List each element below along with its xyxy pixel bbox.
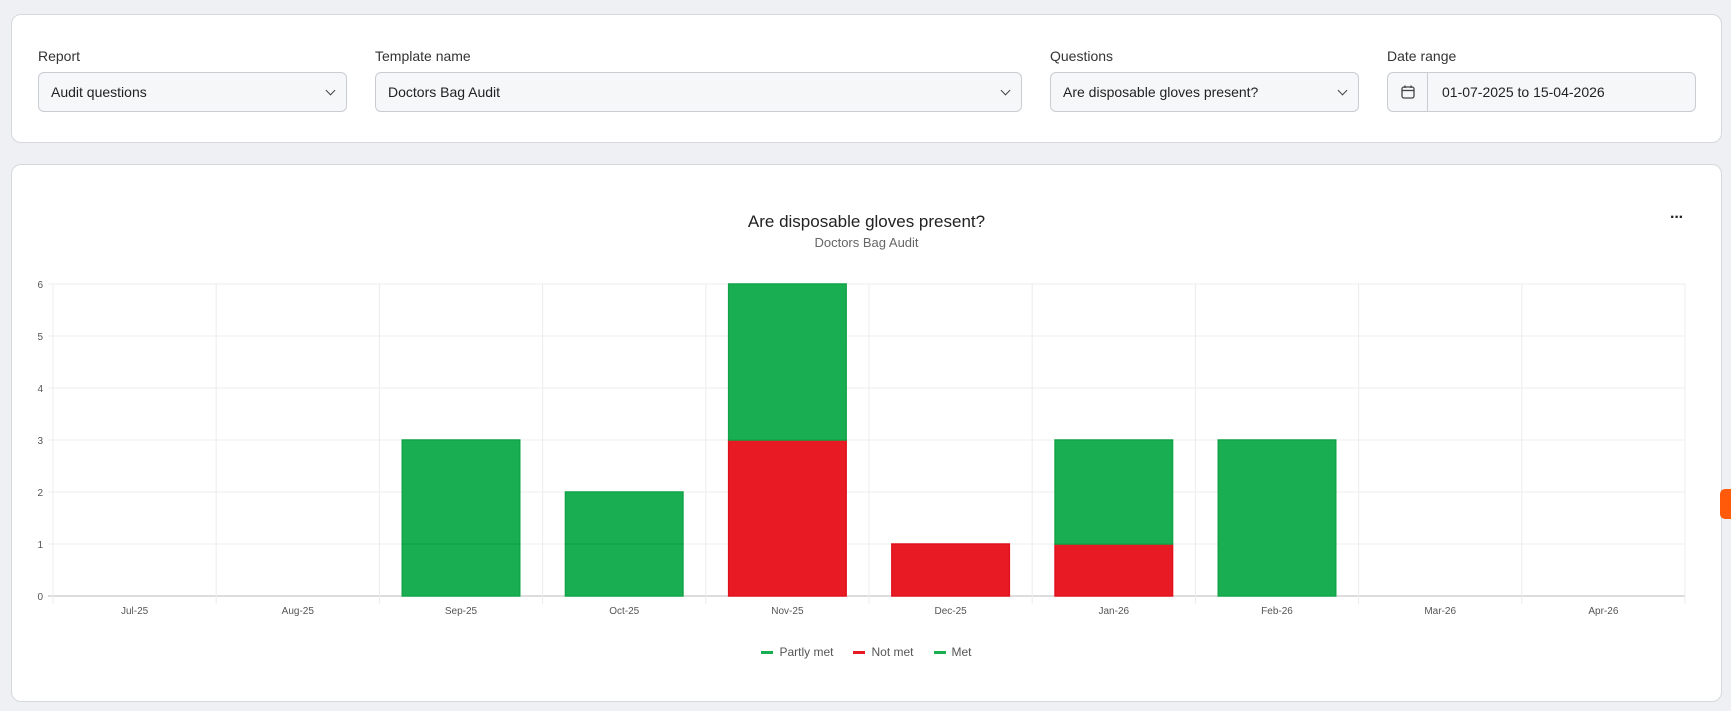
bar-not-met — [727, 439, 847, 597]
legend-swatch — [853, 651, 866, 655]
bar-met — [564, 491, 684, 545]
date-range-value: 01-07-2025 to 15-04-2026 — [1442, 84, 1605, 100]
chevron-down-icon — [1337, 85, 1348, 95]
y-tick-label: 4 — [37, 384, 43, 395]
bar-met — [1217, 439, 1337, 597]
x-tick-label: Feb-26 — [1261, 606, 1293, 617]
y-tick-label: 0 — [37, 592, 43, 603]
bar-met — [401, 439, 521, 545]
questions-label: Questions — [1050, 48, 1114, 64]
x-tick-label: Jul-25 — [121, 606, 149, 617]
report-select[interactable]: Audit questions — [38, 72, 347, 112]
x-tick-label: Sep-25 — [445, 606, 478, 617]
legend-item[interactable]: Met — [933, 645, 972, 659]
chart-card: Are disposable gloves present? Doctors B… — [11, 164, 1722, 702]
bar-met — [727, 283, 847, 441]
chart-subtitle: Doctors Bag Audit — [814, 235, 919, 250]
questions-select[interactable]: Are disposable gloves present? — [1050, 72, 1359, 112]
bar-met — [1054, 439, 1174, 545]
y-tick-label: 2 — [37, 488, 43, 499]
legend-label: Not met — [871, 645, 914, 659]
template-label: Template name — [375, 48, 471, 64]
legend-item[interactable]: Partly met — [761, 645, 833, 659]
chart-title: Are disposable gloves present? — [747, 212, 986, 231]
chevron-down-icon — [1000, 85, 1011, 95]
calendar-icon[interactable] — [1388, 73, 1428, 111]
date-range-field: Date range 01-07-2025 to 15-04-2026 — [1387, 48, 1696, 112]
template-value: Doctors Bag Audit — [388, 84, 501, 100]
y-tick-label: 5 — [37, 332, 43, 343]
report-value: Audit questions — [51, 84, 147, 100]
template-field: Template name Doctors Bag Audit — [375, 48, 1022, 112]
legend-item[interactable]: Not met — [853, 645, 914, 659]
legend-swatch — [761, 651, 774, 655]
legend-label: Met — [951, 645, 972, 659]
more-options-icon[interactable]: ··· — [1670, 209, 1684, 226]
x-tick-label: Nov-25 — [771, 606, 804, 617]
bar-partly-met — [401, 543, 521, 597]
legend-label: Partly met — [779, 645, 834, 659]
feedback-tab[interactable] — [1720, 489, 1731, 519]
bar-not-met — [891, 543, 1011, 597]
questions-field: Questions Are disposable gloves present? — [1050, 48, 1359, 112]
x-tick-label: Mar-26 — [1424, 606, 1456, 617]
bar-not-met — [1054, 543, 1174, 597]
x-tick-label: Dec-25 — [934, 606, 967, 617]
questions-value: Are disposable gloves present? — [1063, 84, 1259, 100]
report-field: Report Audit questions — [38, 48, 347, 112]
x-tick-label: Oct-25 — [609, 606, 639, 617]
template-select[interactable]: Doctors Bag Audit — [375, 72, 1022, 112]
y-tick-label: 6 — [37, 280, 43, 291]
x-tick-label: Aug-25 — [282, 606, 315, 617]
y-tick-label: 3 — [37, 436, 43, 447]
chart-legend: Partly met Not met Met — [12, 645, 1721, 659]
bar-chart: 0 1 2 3 4 5 6 Jul-25 Aug-25 Sep-25 Oct-25 Nov-25 Dec… — [37, 280, 1686, 617]
date-range-label: Date range — [1387, 48, 1457, 64]
report-label: Report — [38, 48, 81, 64]
x-tick-label: Apr-26 — [1588, 606, 1618, 617]
chevron-down-icon — [325, 85, 336, 95]
y-tick-label: 1 — [37, 540, 43, 551]
x-tick-label: Jan-26 — [1099, 606, 1130, 617]
bar-partly-met — [564, 543, 684, 597]
legend-swatch — [933, 651, 946, 655]
filters-panel: Report Audit questions Template name Doc… — [11, 14, 1722, 143]
date-range-picker[interactable]: 01-07-2025 to 15-04-2026 — [1387, 72, 1696, 112]
